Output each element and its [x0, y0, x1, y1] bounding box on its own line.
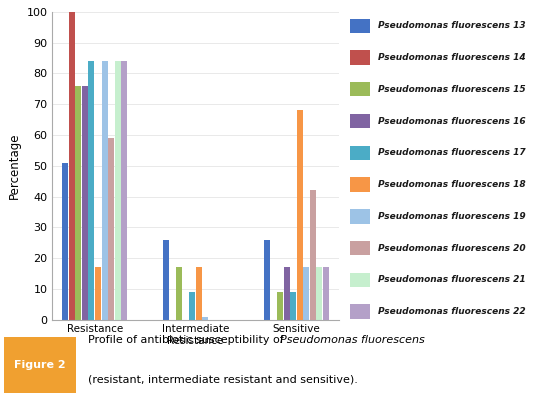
- Text: Profile of antibiotic susceptibility of: Profile of antibiotic susceptibility of: [88, 335, 287, 345]
- Text: Pseudomonas fluorescens 14: Pseudomonas fluorescens 14: [377, 53, 525, 62]
- Text: Pseudomonas fluorescens: Pseudomonas fluorescens: [280, 335, 425, 345]
- Text: Pseudomonas fluorescens 13: Pseudomonas fluorescens 13: [377, 21, 525, 30]
- Bar: [75, 86, 82, 320]
- Text: Pseudomonas fluorescens 16: Pseudomonas fluorescens 16: [377, 117, 525, 125]
- Bar: [350, 114, 370, 128]
- Text: Pseudomonas fluorescens 20: Pseudomonas fluorescens 20: [377, 244, 525, 252]
- Bar: [264, 239, 270, 320]
- Bar: [277, 292, 283, 320]
- Bar: [121, 61, 127, 320]
- Bar: [163, 239, 169, 320]
- Bar: [323, 267, 329, 320]
- Bar: [350, 82, 370, 96]
- Text: Pseudomonas fluorescens 19: Pseudomonas fluorescens 19: [377, 212, 525, 221]
- Bar: [284, 267, 290, 320]
- Bar: [350, 177, 370, 192]
- Bar: [62, 163, 68, 320]
- Text: Pseudomonas fluorescens 18: Pseudomonas fluorescens 18: [377, 180, 525, 189]
- Bar: [196, 267, 202, 320]
- Bar: [350, 146, 370, 160]
- Text: Pseudomonas fluorescens 15: Pseudomonas fluorescens 15: [377, 85, 525, 94]
- Bar: [290, 292, 296, 320]
- Bar: [350, 273, 370, 287]
- Bar: [350, 241, 370, 255]
- Bar: [82, 86, 88, 320]
- Text: (resistant, intermediate resistant and sensitive).: (resistant, intermediate resistant and s…: [88, 374, 358, 384]
- Bar: [88, 61, 94, 320]
- Text: Figure 2: Figure 2: [14, 360, 66, 370]
- Text: Pseudomonas fluorescens 22: Pseudomonas fluorescens 22: [377, 307, 525, 316]
- Bar: [202, 316, 208, 320]
- Bar: [115, 61, 121, 320]
- Bar: [316, 267, 322, 320]
- Bar: [95, 267, 101, 320]
- Bar: [4, 337, 76, 393]
- Bar: [297, 110, 303, 320]
- Y-axis label: Percentage: Percentage: [8, 133, 21, 199]
- Bar: [303, 267, 309, 320]
- Bar: [350, 304, 370, 319]
- Bar: [101, 61, 107, 320]
- Text: Pseudomonas fluorescens 21: Pseudomonas fluorescens 21: [377, 276, 525, 284]
- Bar: [350, 209, 370, 224]
- Bar: [176, 267, 182, 320]
- Text: Pseudomonas fluorescens 17: Pseudomonas fluorescens 17: [377, 148, 525, 157]
- Bar: [350, 19, 370, 33]
- Bar: [310, 191, 316, 320]
- Bar: [69, 12, 75, 320]
- Bar: [350, 50, 370, 65]
- Bar: [108, 138, 114, 320]
- Bar: [190, 292, 196, 320]
